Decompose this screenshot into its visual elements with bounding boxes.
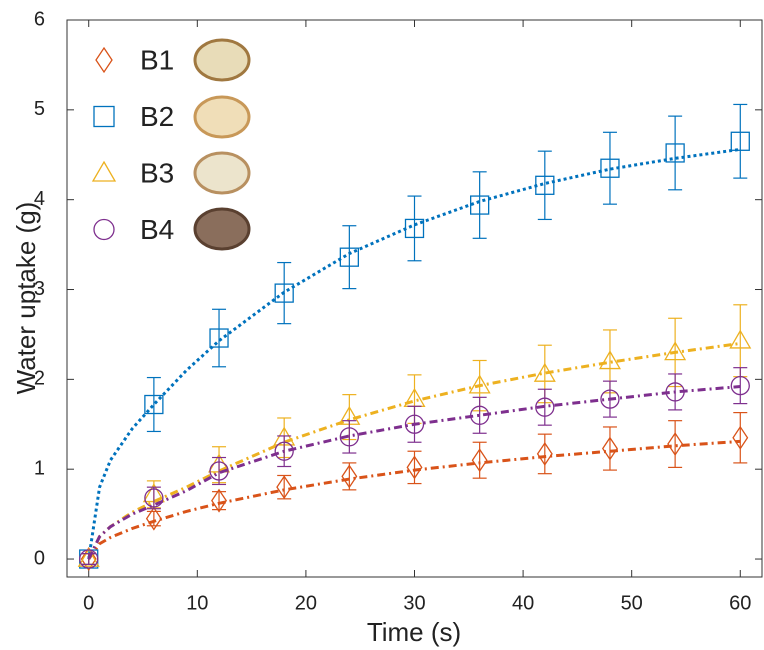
y-tick-label: 5 [34, 98, 45, 120]
x-tick-label: 60 [729, 592, 751, 614]
point [144, 394, 164, 415]
point [468, 374, 491, 394]
legend-marker [95, 46, 113, 74]
point [211, 488, 228, 513]
point [665, 382, 685, 402]
point [470, 195, 490, 215]
bread-image [193, 95, 251, 139]
y-tick-label: 4 [34, 188, 45, 210]
point [730, 131, 750, 151]
y-tick-label: 2 [34, 368, 45, 390]
point [600, 158, 620, 178]
bread-image [193, 207, 251, 251]
x-axis-label: Time (s) [367, 617, 461, 647]
point [535, 397, 555, 417]
point [729, 329, 752, 349]
point [80, 547, 97, 572]
legend-label: B3 [140, 157, 174, 188]
y-tick-label: 0 [34, 547, 45, 569]
point [536, 441, 553, 466]
bread-image [193, 38, 251, 82]
point [404, 414, 425, 434]
point [77, 547, 100, 567]
point [667, 432, 684, 457]
x-tick-label: 20 [295, 592, 317, 614]
x-tick-label: 40 [512, 592, 534, 614]
point [665, 143, 685, 163]
point [144, 488, 164, 508]
point [209, 328, 229, 348]
x-tick-label: 50 [621, 592, 643, 614]
legend-label: B4 [140, 214, 174, 245]
x-tick-label: 10 [186, 592, 208, 614]
point [145, 506, 162, 531]
point [209, 461, 229, 481]
bread-image [193, 151, 251, 195]
point [600, 389, 620, 409]
point [598, 350, 621, 370]
point [341, 464, 358, 489]
point [274, 441, 294, 461]
y-tick-label: 6 [34, 8, 45, 30]
point [276, 475, 293, 500]
point [732, 425, 749, 450]
y-tick-label: 1 [34, 457, 45, 479]
point [274, 283, 294, 303]
point [730, 375, 750, 396]
y-axis-label: Water uptake (g) [11, 202, 41, 395]
legend-label: B2 [140, 101, 174, 132]
legend-label: B1 [140, 44, 174, 75]
bread-images [193, 38, 251, 251]
point [535, 175, 555, 195]
legend-marker [93, 105, 115, 128]
point [471, 448, 488, 473]
x-tick-label: 30 [403, 592, 425, 614]
y-tick-label: 3 [34, 278, 45, 300]
x-tick-label: 0 [83, 592, 94, 614]
point [601, 436, 618, 461]
point [79, 549, 99, 569]
point [533, 362, 556, 382]
point [470, 405, 490, 425]
point [664, 341, 687, 361]
legend-marker [91, 160, 117, 182]
point [339, 427, 359, 447]
point [339, 247, 359, 267]
point [404, 218, 425, 239]
point [406, 455, 423, 480]
legend-marker [93, 218, 115, 241]
